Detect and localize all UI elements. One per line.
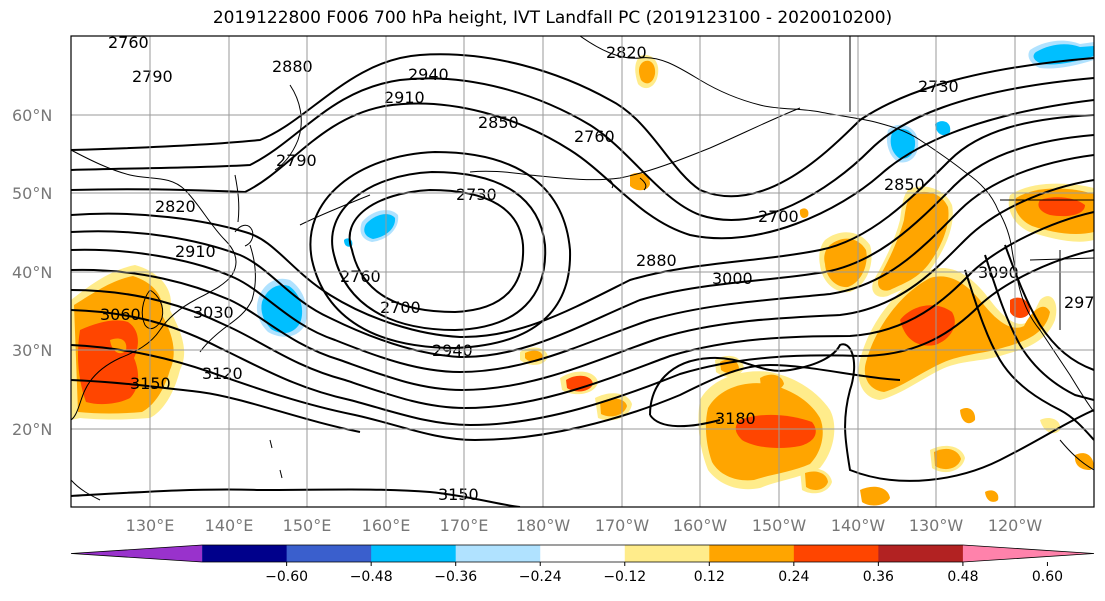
map-frame [70,35,1095,508]
lat-tick-label: 60°N [12,106,52,125]
gridlines [71,36,1094,507]
colorbar-swatch [624,545,710,562]
colorbar-tick-label: −0.48 [350,569,393,585]
contour-label: 2850 [478,113,519,132]
colorbar-tick-label: −0.60 [265,569,308,585]
contour-label: 2730 [456,185,497,204]
colorbar-swatch [286,545,372,562]
contour-label: 3000 [712,269,753,288]
lat-tick-label: 50°N [12,184,52,203]
lon-tick-label: 160°W [673,516,728,535]
contour-label: 2970 [1064,293,1105,312]
contour-label: 3150 [438,485,479,504]
colorbar: −0.60 −0.48 −0.36 −0.24 −0.12 0.12 0.24 0.36 0.4… [70,544,1095,585]
lon-tick-label: 150°W [752,516,807,535]
contour-label: 2760 [574,127,615,146]
ivt-negative-shading [256,40,1094,337]
lat-tick-label: 20°N [12,420,52,439]
colorbar-tick-label: 0.24 [778,569,809,585]
colorbar-tick-label: 0.60 [1032,569,1063,585]
contour-label: 2880 [272,57,313,76]
contour-label: 2760 [108,33,149,52]
lat-tick-label: 40°N [12,263,52,282]
colorbar-tick-label: 0.36 [863,569,894,585]
contour-label: 3030 [193,303,234,322]
colorbar-swatch [371,545,457,562]
contour-label: 2730 [918,77,959,96]
contour-label: 2940 [408,65,449,84]
colorbar-tick-label: −0.36 [434,569,477,585]
colorbar-tick-label: −0.12 [603,569,646,585]
lon-tick-label: 140°E [205,516,254,535]
contour-labels: 2760 2790 2880 2820 2940 2910 2850 2760 … [100,33,1105,504]
contour-label: 2880 [636,251,677,270]
lon-tick-label: 130°E [126,516,175,535]
contour-label: 2820 [155,197,196,216]
coastlines [71,36,1094,501]
colorbar-tick-label: 0.12 [694,569,725,585]
lon-tick-label: 120°W [988,516,1043,535]
contour-label: 2910 [175,242,216,261]
colorbar-swatch [540,545,626,562]
lat-tick-label: 30°N [12,341,52,360]
contour-label: 2700 [380,298,421,317]
lon-tick-label: 130°W [909,516,964,535]
height-contours [71,53,1094,507]
lon-tick-label: 150°E [283,516,332,535]
lon-tick-label: 160°E [362,516,411,535]
lon-tick-label: 170°E [440,516,489,535]
colorbar-tick-label: 0.48 [947,569,978,585]
map-panel: 2760 2790 2880 2820 2940 2910 2850 2760 … [70,33,1105,508]
lon-tick-label: 170°W [595,516,650,535]
latitude-axis: 60°N 50°N 40°N 30°N 20°N [12,106,52,439]
contour-label: 2820 [606,43,647,62]
contour-label: 2910 [384,88,425,107]
colorbar-tick-label: −0.24 [519,569,562,585]
contour-label: 2760 [340,267,381,286]
colorbar-swatch [455,545,541,562]
contour-label: 3180 [715,409,756,428]
contour-label: 3060 [100,305,141,324]
contour-label: 2790 [276,151,317,170]
longitude-axis: 130°E 140°E 150°E 160°E 170°E 180°W 170°… [126,516,1043,535]
lon-tick-label: 180°W [516,516,571,535]
contour-label: 3120 [202,364,243,383]
map-title: 2019122800 F006 700 hPa height, IVT Land… [212,8,893,28]
contour-label: 2790 [132,67,173,86]
colorbar-swatch [793,545,879,562]
colorbar-extend-low [71,545,203,562]
contour-label: 2700 [758,207,799,226]
colorbar-extend-high [962,545,1094,562]
contour-label: 2850 [884,175,925,194]
lon-tick-label: 140°W [831,516,886,535]
colorbar-swatch [709,545,795,562]
colorbar-swatch [878,545,964,562]
colorbar-swatch [202,545,288,562]
ivt-positive-shading [71,54,1094,506]
colorbar-outline [70,544,1095,563]
